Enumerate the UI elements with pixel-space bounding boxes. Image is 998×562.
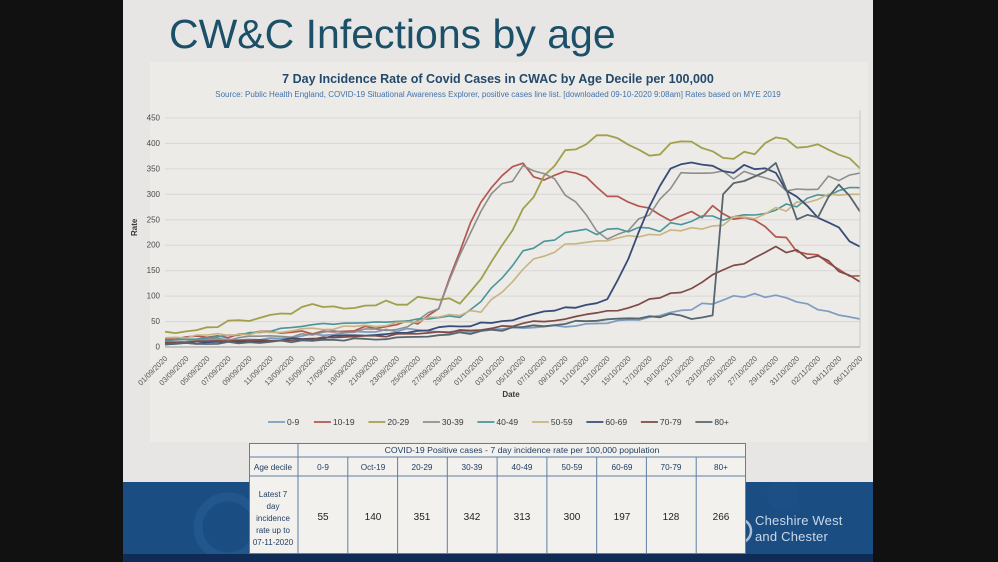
svg-text:30-39: 30-39 bbox=[462, 463, 483, 472]
svg-text:200: 200 bbox=[147, 241, 161, 250]
svg-text:20-29: 20-29 bbox=[387, 417, 409, 427]
svg-text:450: 450 bbox=[147, 114, 161, 123]
svg-text:Date: Date bbox=[502, 390, 520, 399]
svg-text:0: 0 bbox=[156, 343, 161, 352]
svg-text:day: day bbox=[267, 502, 280, 511]
svg-text:40-49: 40-49 bbox=[496, 417, 518, 427]
svg-text:50-59: 50-59 bbox=[551, 417, 573, 427]
svg-text:266: 266 bbox=[713, 512, 730, 523]
svg-text:313: 313 bbox=[514, 512, 531, 523]
svg-text:55: 55 bbox=[317, 512, 329, 523]
svg-text:128: 128 bbox=[663, 512, 680, 523]
svg-text:100: 100 bbox=[147, 292, 161, 301]
svg-text:50: 50 bbox=[151, 317, 160, 326]
svg-text:50-59: 50-59 bbox=[562, 463, 583, 472]
svg-text:197: 197 bbox=[614, 512, 631, 523]
svg-text:40-49: 40-49 bbox=[512, 463, 533, 472]
svg-text:400: 400 bbox=[147, 139, 161, 148]
svg-text:Age decile: Age decile bbox=[254, 463, 293, 472]
svg-text:20-29: 20-29 bbox=[412, 463, 433, 472]
svg-text:rate up to: rate up to bbox=[256, 526, 290, 535]
svg-text:80+: 80+ bbox=[714, 417, 728, 427]
svg-text:30-39: 30-39 bbox=[442, 417, 464, 427]
svg-text:07-11-2020: 07-11-2020 bbox=[253, 538, 294, 547]
svg-text:0-9: 0-9 bbox=[287, 417, 300, 427]
svg-text:70-79: 70-79 bbox=[660, 417, 682, 427]
svg-text:80+: 80+ bbox=[714, 463, 728, 472]
svg-text:Rate: Rate bbox=[130, 218, 139, 236]
svg-text:300: 300 bbox=[564, 512, 581, 523]
svg-text:350: 350 bbox=[147, 164, 161, 173]
svg-text:Oct-19: Oct-19 bbox=[361, 463, 386, 472]
svg-text:342: 342 bbox=[464, 512, 481, 523]
svg-text:incidence: incidence bbox=[256, 514, 290, 523]
svg-text:60-69: 60-69 bbox=[612, 463, 633, 472]
svg-text:10-19: 10-19 bbox=[333, 417, 355, 427]
svg-text:COVID-19 Positive cases - 7 da: COVID-19 Positive cases - 7 day incidenc… bbox=[385, 445, 660, 455]
svg-text:0-9: 0-9 bbox=[317, 463, 329, 472]
svg-text:140: 140 bbox=[365, 512, 382, 523]
svg-text:70-79: 70-79 bbox=[661, 463, 682, 472]
svg-text:351: 351 bbox=[414, 512, 431, 523]
svg-text:300: 300 bbox=[147, 190, 161, 199]
svg-text:150: 150 bbox=[147, 266, 161, 275]
svg-text:60-69: 60-69 bbox=[605, 417, 627, 427]
svg-text:Latest 7: Latest 7 bbox=[259, 490, 288, 499]
svg-text:250: 250 bbox=[147, 215, 161, 224]
